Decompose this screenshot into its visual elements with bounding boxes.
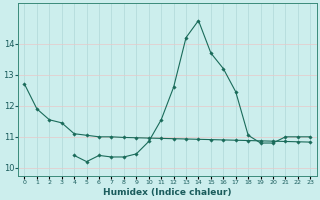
X-axis label: Humidex (Indice chaleur): Humidex (Indice chaleur) — [103, 188, 232, 197]
